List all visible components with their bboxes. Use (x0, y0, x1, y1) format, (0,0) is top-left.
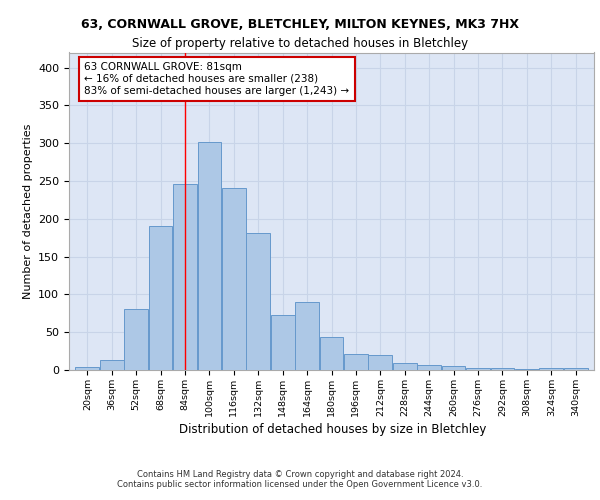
Bar (564, 368, 587, 370)
Y-axis label: Number of detached properties: Number of detached properties (23, 124, 32, 299)
Bar (295, 302, 319, 370)
Bar (320, 336, 343, 370)
Bar (124, 309, 148, 370)
Bar (442, 366, 466, 370)
Bar (539, 368, 563, 370)
Bar (76, 367, 99, 370)
Bar (393, 363, 416, 370)
Bar (368, 355, 392, 370)
Bar (344, 354, 368, 370)
Text: Distribution of detached houses by size in Bletchley: Distribution of detached houses by size … (179, 422, 487, 436)
Bar (222, 188, 245, 370)
Bar (173, 184, 197, 370)
Bar (247, 233, 270, 370)
Bar (418, 366, 441, 370)
Text: 63 CORNWALL GROVE: 81sqm
← 16% of detached houses are smaller (238)
83% of semi-: 63 CORNWALL GROVE: 81sqm ← 16% of detach… (84, 62, 349, 96)
Text: 63, CORNWALL GROVE, BLETCHLEY, MILTON KEYNES, MK3 7HX: 63, CORNWALL GROVE, BLETCHLEY, MILTON KE… (81, 18, 519, 30)
Text: Contains HM Land Registry data © Crown copyright and database right 2024.: Contains HM Land Registry data © Crown c… (137, 470, 463, 479)
Bar (491, 368, 514, 370)
Text: Contains public sector information licensed under the Open Government Licence v3: Contains public sector information licen… (118, 480, 482, 489)
Text: Size of property relative to detached houses in Bletchley: Size of property relative to detached ho… (132, 38, 468, 51)
Bar (149, 226, 172, 370)
Bar (100, 360, 124, 370)
Bar (515, 369, 539, 370)
Bar (466, 368, 490, 370)
Bar (271, 315, 295, 370)
Bar (197, 142, 221, 370)
